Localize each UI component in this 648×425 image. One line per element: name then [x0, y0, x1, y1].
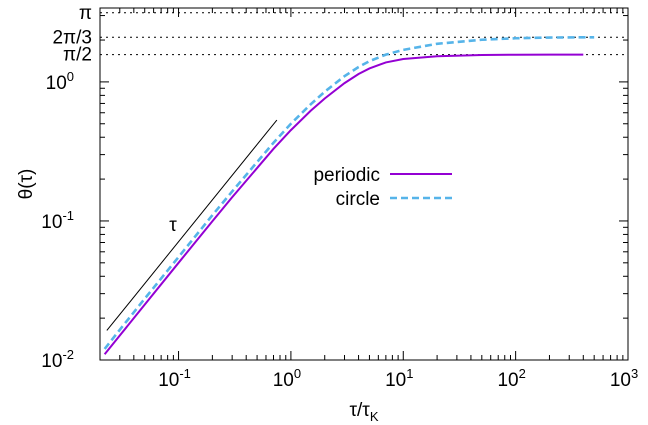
tick-marks — [99, 8, 628, 361]
x-tick-label-1: 100 — [273, 366, 301, 391]
guide-line-label: τ — [169, 215, 177, 236]
plot-frame — [99, 7, 629, 361]
series-line-circle — [103, 35, 595, 350]
y-tick-label-2: 100 — [46, 69, 74, 94]
x-tick-label-2: 101 — [385, 366, 413, 391]
reference-lines — [100, 12, 628, 56]
reference-label-0: π — [79, 3, 92, 24]
legend-label-periodic: periodic — [313, 165, 380, 186]
reference-label-2: π/2 — [63, 45, 92, 66]
x-axis-label: τ/τK — [350, 400, 379, 424]
series-line-periodic — [103, 53, 584, 355]
reference-label-1: 2π/3 — [52, 27, 92, 48]
guide-line-group: τ — [106, 119, 278, 331]
x-tick-label-3: 102 — [497, 366, 525, 391]
x-tick-label-0: 10-1 — [158, 366, 191, 391]
tick-labels: 10-1 100 101 102 103 10-2 10-1 100 — [41, 69, 638, 391]
y-tick-label-1: 10-1 — [41, 208, 74, 233]
legend: periodic circle — [313, 165, 452, 210]
guide-line — [106, 119, 278, 331]
reference-labels: π 2π/3π/2 — [52, 3, 92, 66]
x-tick-label-4: 103 — [610, 366, 638, 391]
y-axis-label: θ(τ) — [16, 169, 37, 200]
y-tick-label-0: 10-2 — [41, 347, 74, 372]
legend-label-circle: circle — [336, 189, 380, 210]
series-layer — [103, 35, 595, 355]
